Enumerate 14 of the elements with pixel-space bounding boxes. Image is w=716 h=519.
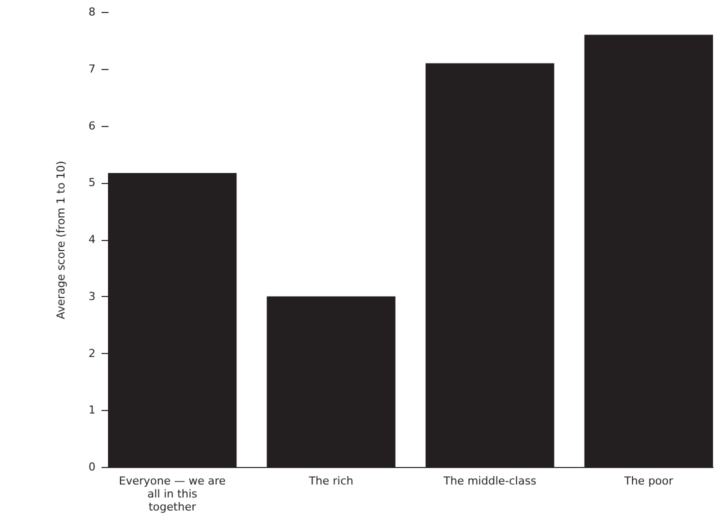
y-tick-label: 6 bbox=[88, 119, 96, 132]
x-tick-label: The middle-class bbox=[442, 474, 537, 488]
y-tick-label: 0 bbox=[88, 460, 96, 474]
y-tick-label: 8 bbox=[88, 6, 96, 18]
y-tick-label: 5 bbox=[88, 176, 96, 190]
y-tick-label: 4 bbox=[88, 233, 96, 246]
x-tick-label: The poor bbox=[623, 474, 674, 488]
y-tick-label: 7 bbox=[88, 62, 96, 76]
y-tick-label: 1 bbox=[88, 404, 96, 417]
y-axis-title: Average score (from 1 to 10) bbox=[54, 160, 68, 320]
x-tick-label: The rich bbox=[308, 474, 354, 488]
y-tick-label: 2 bbox=[88, 346, 96, 360]
x-tick-label: Everyone — we are all in this together bbox=[118, 474, 226, 514]
y-tick-label: 3 bbox=[88, 290, 96, 303]
